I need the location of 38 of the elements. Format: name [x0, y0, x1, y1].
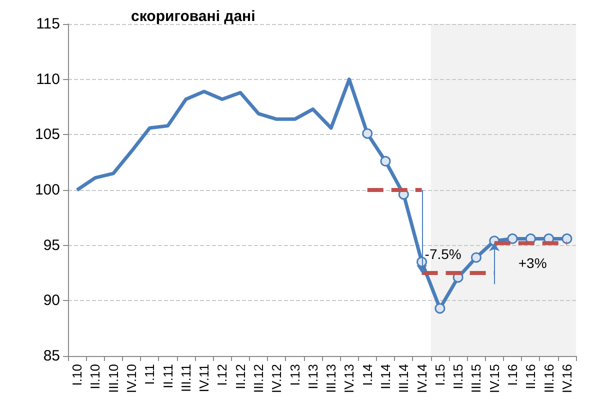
x-tick-label: I.10: [70, 364, 85, 386]
x-tick-label: III.11: [178, 364, 194, 392]
x-tick-label: IV.12: [269, 364, 284, 394]
x-tick-label: III.12: [251, 364, 266, 393]
y-tick-label: 115: [36, 16, 60, 32]
y-tick-label: 85: [43, 348, 60, 364]
chart-title: скориговані дані: [131, 8, 256, 25]
x-tick-label: III.16: [541, 364, 556, 393]
x-tick-label: II.10: [88, 364, 103, 390]
x-tick-label: IV.14: [414, 364, 430, 394]
y-tick-label: 90: [43, 292, 60, 310]
x-tick-label: I.12: [214, 364, 230, 386]
x-tick-label: IV.11: [196, 364, 212, 392]
x-tick-label: III.10: [106, 364, 121, 393]
x-tick-label: II.13: [305, 364, 320, 390]
x-tick-label: III.15: [468, 364, 484, 393]
y-tick-label: 105: [34, 126, 60, 144]
y-tick-label: 110: [36, 70, 60, 88]
x-tick-label: IV.16: [559, 364, 574, 394]
annotation: -7.5%: [424, 246, 462, 262]
x-tick-label: I.16: [505, 364, 520, 386]
x-tick-label: I.14: [360, 364, 375, 386]
x-tick-label: I.11: [142, 364, 158, 385]
annotation: +3%: [518, 255, 547, 272]
x-tick-label: II.12: [232, 364, 248, 390]
y-tick-label: 95: [43, 236, 60, 254]
x-tick-label: II.15: [450, 364, 466, 390]
x-tick-label: III.14: [396, 364, 412, 393]
x-tick-label: IV.10: [124, 364, 139, 394]
x-tick-label: IV.15: [486, 364, 502, 394]
x-tick-label: II.14: [378, 364, 393, 390]
x-tick-label: III.13: [324, 364, 339, 393]
x-tick-label: IV.13: [342, 364, 357, 394]
x-tick-label: I.13: [287, 364, 302, 386]
x-tick-label: II.16: [523, 364, 538, 390]
x-tick-label: II.11: [160, 364, 176, 388]
y-tick-label: 100: [34, 182, 60, 198]
x-tick-label: I.15: [432, 364, 448, 386]
